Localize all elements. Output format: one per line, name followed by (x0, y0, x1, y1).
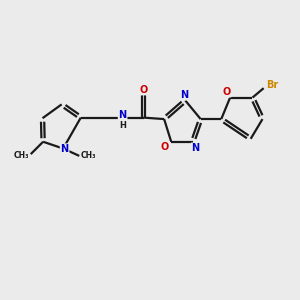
Text: Br: Br (266, 80, 278, 90)
Text: O: O (222, 87, 231, 97)
Text: O: O (140, 85, 148, 94)
Text: N: N (192, 143, 200, 153)
Text: N: N (180, 90, 188, 100)
Text: N: N (61, 144, 69, 154)
Text: H: H (119, 122, 126, 130)
Text: O: O (160, 142, 169, 152)
Text: CH₃: CH₃ (80, 152, 96, 160)
Text: N: N (118, 110, 127, 120)
Text: CH₃: CH₃ (14, 151, 29, 160)
